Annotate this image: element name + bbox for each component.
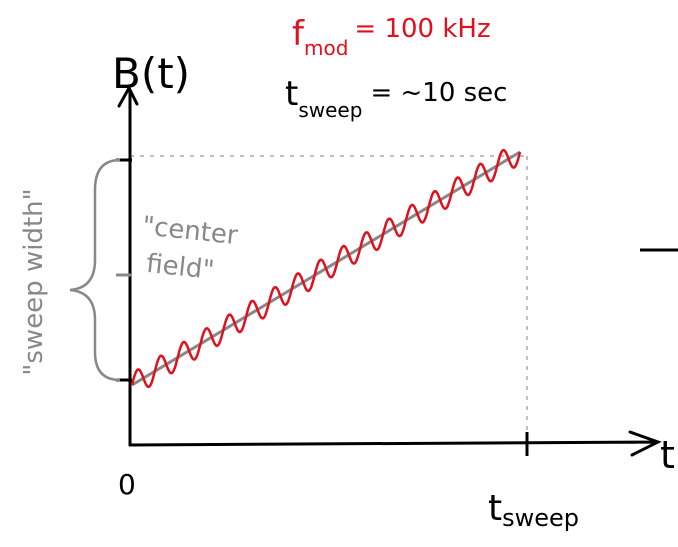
center-field-line: field" [145, 249, 216, 286]
center-field-line: "center [141, 211, 240, 251]
origin-label: 0 [118, 468, 136, 501]
diagram: B(t) t 0 tsweep fmod= 100 kHz tsweep= ~1… [0, 0, 678, 547]
modulation-frequency: fmod= 100 kHz [292, 14, 491, 60]
x-axis [130, 432, 658, 455]
sweep-time: tsweep= ~10 sec [285, 74, 507, 122]
brace [70, 160, 120, 380]
x-end-label: tsweep [488, 488, 579, 532]
x-label: t [660, 433, 675, 477]
y-axis [119, 88, 137, 445]
y-label: B(t) [112, 49, 190, 98]
center-field: "center field" [137, 211, 239, 288]
sweep-width: "sweep width" [19, 188, 49, 375]
